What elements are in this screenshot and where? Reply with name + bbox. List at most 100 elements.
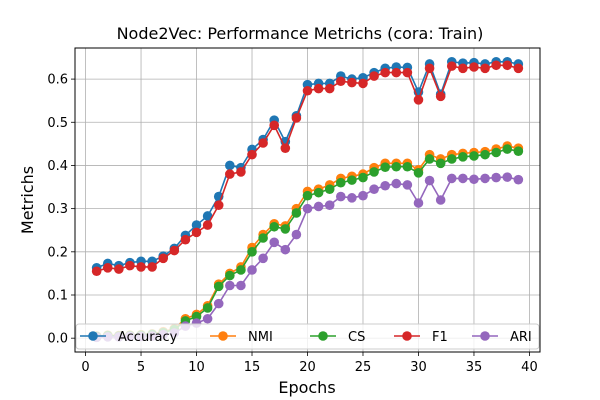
data-point-ari [269,237,280,248]
data-point-f1 [147,262,157,272]
data-point-f1 [91,266,102,277]
data-point-f1 [347,77,357,88]
data-point-ari [458,173,468,184]
data-point-f1 [413,95,424,105]
data-point-ari [258,253,268,264]
legend: Accuracy NMI CS F1 ARI [75,323,540,350]
data-point-ari [280,244,291,255]
data-point-f1 [213,200,224,210]
y-tick-label: 0.1 [47,289,68,304]
data-point-f1 [136,262,146,272]
data-point-ari [358,190,368,201]
data-point-f1 [247,149,257,160]
legend-marker-accuracy [88,331,98,341]
data-point-ari [369,184,379,195]
data-point-cs [480,149,490,160]
data-point-f1 [225,169,235,179]
data-point-cs [502,144,513,154]
data-point-cs [491,147,501,158]
data-point-ari [313,201,324,212]
data-point-ari [247,265,257,275]
data-point-cs [513,146,524,157]
data-point-f1 [502,60,513,71]
data-point-f1 [169,245,180,256]
data-point-cs [369,167,379,177]
series-f1 [91,60,524,277]
ticks: 0 5 10 15 20 25 30 35 40 0.0 0.1 0.2 0.3 0.4 0.5 0.6 [47,73,537,375]
data-point-ari [424,175,435,186]
data-point-f1 [402,67,413,78]
data-point-f1 [313,83,324,94]
data-point-f1 [424,63,435,74]
data-point-f1 [324,83,335,94]
data-point-f1 [114,264,124,274]
legend-entry-accuracy: Accuracy [80,330,178,345]
data-point-ari [469,174,479,185]
data-point-f1 [458,63,468,74]
data-point-cs [458,152,468,162]
data-point-f1 [369,71,379,81]
data-point-cs [413,167,424,178]
x-axis-title: Epochs [278,378,335,397]
chart-title: Node2Vec: Performance Metrichs (cora: Tr… [117,24,484,43]
series-ari [91,172,524,343]
data-point-f1 [180,234,191,245]
data-point-ari [435,195,446,205]
data-point-cs [202,303,213,313]
data-point-cs [424,154,435,164]
legend-label-nmi: NMI [248,330,273,345]
legend-marker-cs [318,331,328,341]
data-point-cs [358,172,368,183]
x-tick-label: 0 [81,360,89,375]
series-layer [91,57,524,343]
data-point-ari [347,193,357,203]
data-point-f1 [480,63,490,74]
data-point-cs [313,187,324,198]
legend-entry-cs: CS [310,330,365,345]
data-point-f1 [435,91,446,102]
data-point-cs [236,265,246,275]
legend-marker-nmi [218,331,228,341]
data-point-f1 [280,143,291,153]
data-point-cs [291,208,302,218]
data-point-ari [225,280,235,291]
data-point-cs [469,151,479,161]
x-tick-label: 5 [137,360,145,375]
data-point-accuracy [191,220,202,230]
data-point-ari [380,180,390,191]
data-point-f1 [125,260,135,271]
data-point-f1 [469,62,479,72]
data-point-ari [446,173,457,184]
y-tick-label: 0.2 [47,245,68,260]
data-point-f1 [291,113,302,123]
data-point-cs [324,184,335,195]
y-tick-label: 0.0 [47,332,68,347]
y-tick-label: 0.5 [47,116,68,131]
data-point-f1 [269,120,280,131]
data-point-f1 [335,76,346,87]
data-point-ari [335,191,346,202]
data-point-f1 [191,227,202,238]
data-point-cs [280,224,291,234]
data-point-f1 [513,63,524,74]
data-point-accuracy [225,160,235,171]
data-point-cs [435,158,446,169]
legend-entry-ari: ARI [472,330,532,345]
data-point-f1 [202,220,213,230]
data-point-cs [258,233,268,243]
x-tick-label: 40 [521,360,538,375]
x-tick-label: 25 [355,360,372,375]
data-point-cs [225,270,235,281]
data-point-cs [213,281,224,292]
data-point-f1 [491,60,501,71]
legend-marker-ari [480,331,490,341]
data-point-f1 [102,262,113,273]
legend-box [75,323,540,350]
data-point-cs [335,177,346,188]
data-point-accuracy [202,211,213,221]
data-point-ari [491,172,501,183]
legend-label-ari: ARI [510,330,532,345]
data-point-ari [502,172,513,182]
data-point-f1 [446,61,457,71]
